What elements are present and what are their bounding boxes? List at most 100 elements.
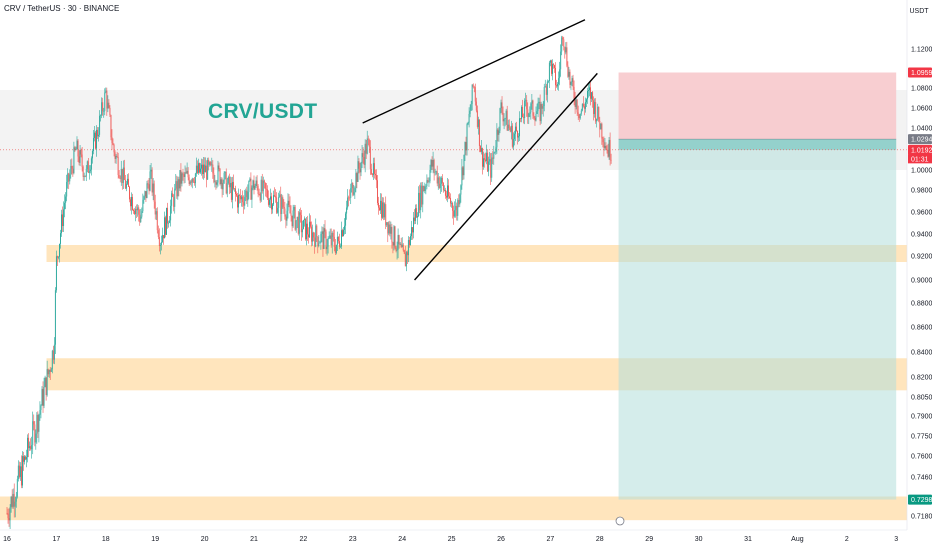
chart-title: CRV / TetherUS · 30 · BINANCE [4,4,120,13]
zones-layer [0,72,907,521]
candle-body [62,214,64,227]
candle-body [308,234,309,238]
candle-body [87,161,89,173]
candle-body [454,210,456,217]
candle-body [495,147,497,152]
candle-body [521,107,523,120]
candle-body [331,232,333,246]
candle-body [595,102,597,122]
candle-body [515,126,517,132]
candle-body [350,188,352,198]
candle-body [154,201,156,215]
candle-body [267,198,269,205]
candle-body [90,158,92,170]
candle-body [250,178,252,200]
candle-body [381,200,383,218]
candle-body [277,207,279,213]
candle-body [169,220,171,223]
candle-body [251,187,253,200]
candle-body [281,197,283,214]
y-tick-label: 0.8200 [911,375,932,382]
price-badge-label-stop: 1.0959 [911,70,932,77]
candle-body [387,222,389,234]
candle-body [222,182,224,190]
candle-body [311,226,313,242]
candle-body [609,139,611,160]
candle-body [185,172,187,174]
candle-body [296,216,298,221]
candle-body [31,444,33,450]
candle-body [48,370,50,375]
candle-body [460,185,462,195]
candle-body [526,99,528,110]
candle-body [148,184,150,191]
candle-body [189,181,191,184]
y-tick-label: 1.0800 [911,86,932,93]
candle-body [159,244,161,247]
candle-body [24,456,25,462]
candle-body [239,195,241,196]
candle-body [12,493,14,507]
candle-body [137,207,139,211]
candle-body [351,182,353,189]
candle-body [135,209,137,215]
candle-body [403,250,405,254]
candle-body [254,185,256,190]
x-tick-label: 21 [250,536,258,543]
candle-body [99,115,101,135]
candle-body [356,173,358,182]
candle-body [295,220,297,230]
candle-body [152,183,154,193]
candle-body [465,142,467,151]
candle-body [161,235,163,243]
candle-body [442,183,444,191]
candle-body [20,466,22,486]
candle-body [18,465,20,477]
candle-body [508,124,510,129]
candle-body [8,518,10,521]
candle-body [303,218,305,221]
candle-body [589,87,590,91]
candle-body [513,133,515,139]
candle-body [374,173,376,176]
candle-body [347,197,349,208]
candle-body [77,140,79,157]
candle-body [404,253,406,267]
candle-body [603,142,605,148]
candle-body [451,203,453,204]
candle-body [113,144,115,153]
candle-body [590,87,591,99]
candle-body [210,162,212,166]
candle-body [354,188,356,193]
candle-body [78,156,80,163]
candle-body [399,243,401,245]
candle-body [240,195,242,200]
candle-body [411,227,412,237]
candle-body [200,168,201,173]
candle-body [29,446,31,449]
candle-body [224,171,226,173]
candle-body [509,128,511,132]
candle-body [114,152,116,159]
candle-body [564,46,566,53]
candle-body [466,124,468,151]
candle-body [390,226,392,234]
x-tick-label: 20 [201,536,209,543]
candle-body [604,145,606,148]
candle-body [599,120,601,130]
candle-body [475,101,477,111]
candle-body [195,165,197,174]
candle-body [56,256,58,258]
candle-body [131,197,132,207]
candle-body [112,142,114,145]
candle-body [35,433,37,443]
candle-body [265,188,267,190]
candle-body [345,213,347,226]
candle-body [321,231,323,234]
candle-body [426,180,428,187]
candle-body [414,217,415,221]
candle-body [257,186,259,194]
price-badge-stop [908,67,932,78]
candle-body [464,142,466,155]
